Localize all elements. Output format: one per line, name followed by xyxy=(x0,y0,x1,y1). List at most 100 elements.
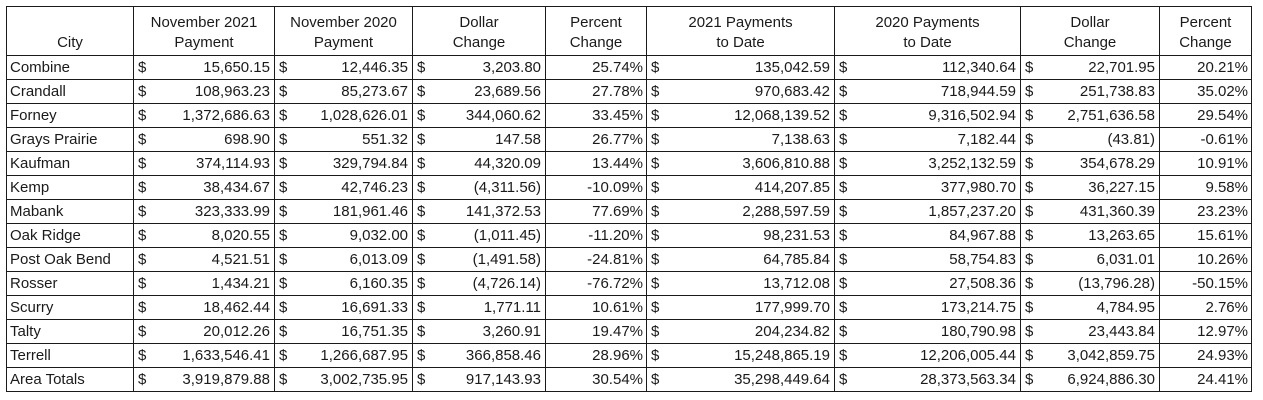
nov2020-value: 1,266,687.95 xyxy=(320,347,408,364)
ytd2020-value: 377,980.70 xyxy=(940,179,1016,196)
ytd2021-value: 7,138.63 xyxy=(771,131,830,148)
header-row: City November 2021 Payment November 2020 P… xyxy=(6,6,1252,56)
ypchg-cell: 24.41% xyxy=(1159,367,1252,392)
currency-symbol: $ xyxy=(1025,371,1034,388)
nov2021-value: 38,434.67 xyxy=(203,179,270,196)
sales-tax-table-container: City November 2021 Payment November 2020 P… xyxy=(6,6,1252,392)
ypchg-cell: 10.91% xyxy=(1159,151,1252,176)
currency-symbol: $ xyxy=(279,131,288,148)
ypchg-cell: 24.93% xyxy=(1159,343,1252,368)
currency-symbol: $ xyxy=(138,275,147,292)
ytd2020-cell: $58,754.83 xyxy=(834,247,1021,272)
ytd2020-value: 27,508.36 xyxy=(949,275,1016,292)
ydchg-value: (13,796.28) xyxy=(1078,275,1155,292)
ytd2021-value: 64,785.84 xyxy=(763,251,830,268)
dchg-value: 1,771.11 xyxy=(483,299,541,316)
ydchg-value: 251,738.83 xyxy=(1079,83,1155,100)
currency-symbol: $ xyxy=(138,107,147,124)
ydchg-value: 36,227.15 xyxy=(1088,179,1155,196)
ytd2020-value: 84,967.88 xyxy=(949,227,1016,244)
ytd2020-cell: $84,967.88 xyxy=(834,223,1021,248)
ydchg-cell: $4,784.95 xyxy=(1020,295,1160,320)
nov2020-value: 6,160.35 xyxy=(349,275,408,292)
currency-symbol: $ xyxy=(651,251,660,268)
dchg-value: (1,011.45) xyxy=(473,227,541,244)
currency-symbol: $ xyxy=(1025,251,1034,268)
nov2021-value: 1,372,686.63 xyxy=(182,107,270,124)
currency-symbol: $ xyxy=(417,275,426,292)
header-ytd2020: 2020 Payments to Date xyxy=(834,6,1021,56)
currency-symbol: $ xyxy=(839,179,848,196)
currency-symbol: $ xyxy=(651,275,660,292)
dchg-value: 3,203.80 xyxy=(482,59,541,76)
ypchg-cell: 2.76% xyxy=(1159,295,1252,320)
currency-symbol: $ xyxy=(279,323,288,340)
dchg-value: 23,689.56 xyxy=(474,83,541,100)
currency-symbol: $ xyxy=(138,371,147,388)
nov2020-cell: $1,028,626.01 xyxy=(274,103,413,128)
nov2021-cell: $374,114.93 xyxy=(133,151,275,176)
dchg-cell: $366,858.46 xyxy=(412,343,546,368)
currency-symbol: $ xyxy=(839,323,848,340)
nov2020-cell: $551.32 xyxy=(274,127,413,152)
city-cell: Rosser xyxy=(6,271,134,296)
ydchg-cell: $ (13,796.28) xyxy=(1020,271,1160,296)
ytd2020-value: 173,214.75 xyxy=(940,299,1016,316)
city-cell: Grays Prairie xyxy=(6,127,134,152)
ytd2021-cell: $12,068,139.52 xyxy=(646,103,835,128)
ypchg-cell: 15.61% xyxy=(1159,223,1252,248)
currency-symbol: $ xyxy=(417,227,426,244)
currency-symbol: $ xyxy=(138,155,147,172)
nov2021-cell: $1,633,546.41 xyxy=(133,343,275,368)
ypchg-cell: 9.58% xyxy=(1159,175,1252,200)
currency-symbol: $ xyxy=(1025,131,1034,148)
nov2021-value: 8,020.55 xyxy=(211,227,270,244)
ytd2020-value: 12,206,005.44 xyxy=(920,347,1016,364)
city-cell: Terrell xyxy=(6,343,134,368)
header-percent-change: Percent Change xyxy=(545,6,647,56)
ytd2021-cell: $98,231.53 xyxy=(646,223,835,248)
currency-symbol: $ xyxy=(651,131,660,148)
currency-symbol: $ xyxy=(1025,203,1034,220)
nov2021-cell: $8,020.55 xyxy=(133,223,275,248)
ytd2020-value: 58,754.83 xyxy=(949,251,1016,268)
table-row: Talty $20,012.26 $16,751.35 $3,260.91 19.47%… xyxy=(6,319,1252,344)
nov2020-value: 9,032.00 xyxy=(349,227,408,244)
ytd2021-value: 15,248,865.19 xyxy=(734,347,830,364)
nov2020-value: 329,794.84 xyxy=(332,155,408,172)
currency-symbol: $ xyxy=(279,227,288,244)
table-row: Rosser $1,434.21 $6,160.35 $ (4,726.14) -76.7… xyxy=(6,271,1252,296)
header-ytd-dollar-change: Dollar Change xyxy=(1020,6,1160,56)
nov2021-value: 3,919,879.88 xyxy=(182,371,270,388)
dchg-cell: $ (4,726.14) xyxy=(412,271,546,296)
nov2020-value: 85,273.67 xyxy=(341,83,408,100)
city-cell: Area Totals xyxy=(6,367,134,392)
pchg-cell: -10.09% xyxy=(545,175,647,200)
dchg-cell: $141,372.53 xyxy=(412,199,546,224)
ytd2020-value: 3,252,132.59 xyxy=(928,155,1016,172)
dchg-value: 344,060.62 xyxy=(465,107,541,124)
ytd2021-value: 13,712.08 xyxy=(763,275,830,292)
currency-symbol: $ xyxy=(839,347,848,364)
nov2020-value: 16,751.35 xyxy=(341,323,408,340)
ydchg-cell: $ (43.81) xyxy=(1020,127,1160,152)
currency-symbol: $ xyxy=(651,227,660,244)
ydchg-cell: $2,751,636.58 xyxy=(1020,103,1160,128)
city-cell: Post Oak Bend xyxy=(6,247,134,272)
currency-symbol: $ xyxy=(1025,299,1034,316)
currency-symbol: $ xyxy=(279,179,288,196)
currency-symbol: $ xyxy=(839,251,848,268)
dchg-cell: $917,143.93 xyxy=(412,367,546,392)
ytd2020-cell: $12,206,005.44 xyxy=(834,343,1021,368)
ytd2021-value: 177,999.70 xyxy=(754,299,830,316)
ytd2020-cell: $27,508.36 xyxy=(834,271,1021,296)
ytd2021-value: 414,207.85 xyxy=(754,179,830,196)
nov2020-cell: $16,691.33 xyxy=(274,295,413,320)
currency-symbol: $ xyxy=(839,299,848,316)
ydchg-value: 354,678.29 xyxy=(1079,155,1155,172)
nov2020-cell: $85,273.67 xyxy=(274,79,413,104)
ypchg-cell: 20.21% xyxy=(1159,55,1252,80)
nov2021-value: 15,650.15 xyxy=(203,59,270,76)
ydchg-value: (43.81) xyxy=(1107,131,1155,148)
currency-symbol: $ xyxy=(417,371,426,388)
